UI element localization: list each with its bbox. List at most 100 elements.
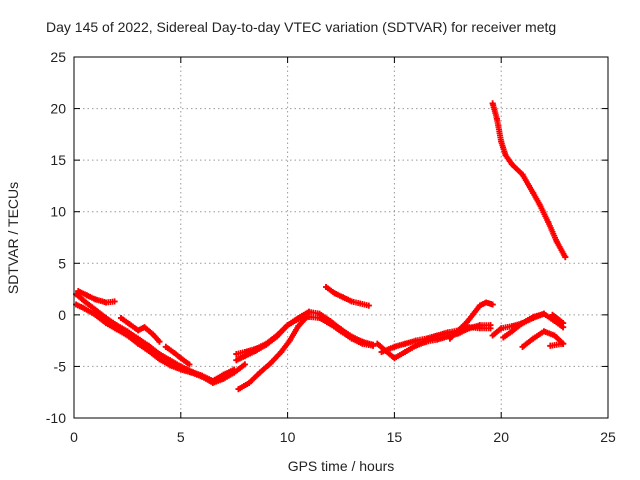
data-point [278, 348, 285, 355]
data-point [444, 329, 451, 336]
data-point [103, 314, 110, 321]
data-point [378, 348, 385, 355]
data-point [553, 238, 560, 245]
data-point [402, 340, 409, 347]
data-point [117, 314, 124, 321]
x-tick-label: 25 [600, 429, 616, 445]
data-point [391, 355, 398, 362]
data-point [156, 356, 163, 363]
x-axis-label: GPS time / hours [288, 458, 395, 474]
plot-frame [73, 56, 609, 419]
data-point [233, 357, 240, 364]
data-point [412, 342, 419, 349]
data-point [92, 296, 99, 303]
data-point [489, 332, 496, 339]
series-track-2 [73, 301, 248, 386]
data-point [476, 325, 483, 332]
data-point [186, 361, 193, 368]
data-point [402, 348, 409, 355]
data-point [263, 341, 270, 348]
data-point [455, 327, 462, 334]
data-point [233, 351, 240, 358]
data-point [374, 340, 381, 347]
data-point [338, 326, 344, 333]
data-point [530, 335, 537, 342]
series-track-4 [117, 314, 163, 345]
data-point [391, 343, 398, 350]
data-point [231, 369, 238, 376]
data-point [113, 326, 120, 333]
y-tick-label: 15 [50, 152, 66, 168]
data-point [92, 306, 99, 313]
data-point [423, 335, 430, 342]
y-tick-label: -5 [54, 358, 67, 374]
x-tick-label: 20 [493, 429, 509, 445]
series-track-16 [547, 340, 567, 349]
label-layer: 0 5 10 15 20 25 -10 -5 0 5 10 15 20 25 [46, 49, 616, 445]
data-point [305, 308, 312, 315]
data-point [560, 320, 567, 327]
data-point [519, 343, 526, 350]
data-point [434, 332, 441, 339]
data-point [171, 350, 178, 357]
data-point [348, 298, 355, 305]
data-point [540, 328, 547, 335]
data-point [340, 294, 347, 301]
series-track-17 [549, 311, 567, 327]
data-point [177, 355, 184, 362]
data-point [273, 333, 280, 340]
data-point [493, 115, 500, 122]
data-point [103, 320, 110, 327]
data-point [560, 340, 567, 347]
data-point [295, 314, 302, 321]
data-point [150, 331, 157, 338]
data-point [103, 299, 110, 306]
series-track-18 [489, 100, 569, 261]
data-point [235, 386, 242, 393]
data-point [241, 353, 248, 360]
data-point [167, 362, 174, 369]
data-point [487, 325, 494, 332]
data-point [246, 379, 253, 386]
data-point [162, 343, 169, 350]
data-point [553, 314, 560, 321]
data-point [199, 373, 206, 380]
data-point [220, 375, 227, 382]
data-point [83, 292, 90, 299]
data-point [508, 161, 515, 168]
data-point [124, 332, 131, 339]
data-point [370, 341, 377, 348]
series-track-9 [323, 284, 372, 309]
data-point [446, 335, 453, 342]
data-point [286, 337, 293, 344]
data-point [111, 298, 118, 305]
data-point [267, 360, 274, 367]
data-point [81, 298, 88, 305]
data-point [498, 138, 505, 145]
data-point [500, 334, 507, 341]
y-tick-label: 0 [58, 307, 66, 323]
series-track-8 [235, 313, 310, 393]
x-tick-label: 0 [70, 429, 78, 445]
data-layer [73, 100, 569, 393]
data-point [135, 340, 142, 347]
data-point [530, 190, 537, 197]
data-point [327, 318, 334, 325]
data-point [284, 322, 291, 329]
data-point [303, 313, 310, 320]
data-point [508, 328, 515, 335]
data-point [412, 337, 419, 344]
data-point [498, 325, 505, 332]
data-point [156, 338, 163, 345]
data-point [466, 324, 473, 331]
data-point [470, 310, 477, 317]
data-point [508, 323, 515, 330]
data-point [489, 301, 496, 308]
series-track-7 [233, 308, 377, 364]
data-point [252, 347, 259, 354]
data-point [489, 100, 496, 107]
x-tick-label: 15 [387, 429, 403, 445]
series-track-14 [500, 310, 547, 341]
data-point [365, 302, 372, 309]
